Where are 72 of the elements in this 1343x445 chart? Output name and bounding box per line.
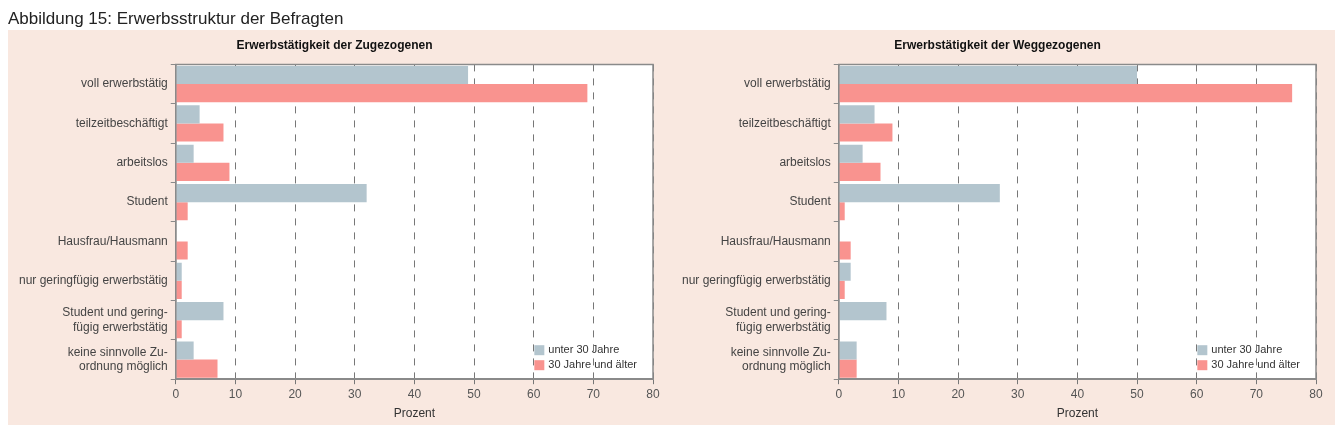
bar — [176, 144, 194, 163]
bar — [176, 184, 367, 203]
y-tick-label: Student und gering- fügig erwerbstätig — [62, 305, 168, 334]
bar — [839, 184, 1000, 203]
bar — [176, 341, 194, 360]
x-tick-label: 0 — [835, 386, 843, 401]
x-tick-label: 80 — [1309, 386, 1323, 401]
x-tick-label: 50 — [467, 386, 482, 401]
y-tick-label: Hausfrau/Hausmann — [57, 233, 168, 248]
y-tick-label: Student — [126, 194, 169, 209]
bar — [176, 320, 182, 339]
chart-title: Erwerbstätigkeit der Zugezogenen — [236, 37, 433, 52]
bar — [176, 359, 218, 378]
x-tick-label: 60 — [527, 386, 541, 401]
y-tick-label: arbeitslos — [779, 155, 831, 170]
bar — [176, 65, 469, 85]
x-tick-label: 50 — [1130, 386, 1145, 401]
y-tick-label: nur geringfügig erwerbstätig — [681, 273, 831, 288]
x-tick-label: 20 — [951, 386, 966, 401]
y-tick-label: Hausfrau/Hausmann — [720, 233, 831, 248]
x-tick-label: 0 — [172, 386, 180, 401]
y-tick-label: Student und gering- fügig erwerbstätig — [725, 305, 831, 334]
bar — [839, 105, 875, 124]
bar — [839, 162, 881, 181]
y-tick-label: keine sinnvolle Zu- ordnung möglich — [730, 344, 831, 374]
bar — [176, 302, 224, 321]
bar — [176, 262, 182, 281]
legend-label: unter 30 Jahre — [548, 343, 620, 356]
y-tick-label: teilzeitbeschäftigt — [738, 115, 832, 130]
legend-label: 30 Jahre und älter — [548, 358, 638, 371]
x-tick-label: 30 — [348, 386, 362, 401]
x-tick-label: 70 — [586, 386, 601, 401]
x-tick-label: 30 — [1011, 386, 1025, 401]
bar — [176, 105, 200, 124]
legend-label: 30 Jahre und älter — [1211, 358, 1301, 371]
x-axis-title: Prozent — [393, 406, 436, 421]
x-tick-label: 10 — [228, 386, 243, 401]
bar — [839, 84, 1293, 103]
y-tick-label: nur geringfügig erwerbstätig — [18, 273, 168, 288]
y-tick-label: teilzeitbeschäftigt — [75, 115, 169, 130]
y-tick-label: arbeitslos — [116, 155, 168, 170]
bar — [839, 202, 845, 221]
y-tick-label: Student — [789, 194, 832, 209]
x-tick-label: 40 — [1070, 386, 1085, 401]
bar — [839, 144, 863, 163]
bar — [839, 65, 1138, 85]
chart-title: Erwerbstätigkeit der Weggezogenen — [894, 37, 1101, 52]
x-tick-label: 80 — [646, 386, 660, 401]
bar — [176, 123, 224, 142]
bar — [839, 262, 851, 281]
bar — [839, 123, 893, 142]
text: Abbildung 15: Erwerbsstruktur der Befragten — [8, 8, 345, 30]
y-tick-label: keine sinnvolle Zu- ordnung möglich — [67, 344, 168, 374]
y-tick-label: voll erwerbstätig — [744, 76, 831, 91]
x-tick-label: 10 — [891, 386, 906, 401]
bar — [839, 359, 857, 378]
bar — [176, 162, 230, 181]
bar — [839, 341, 857, 360]
x-tick-label: 60 — [1190, 386, 1204, 401]
legend-label: unter 30 Jahre — [1211, 343, 1283, 356]
bar — [176, 280, 182, 299]
bar — [839, 280, 845, 299]
y-tick-label: voll erwerbstätig — [81, 76, 168, 91]
bar — [839, 302, 887, 321]
x-tick-label: 40 — [407, 386, 422, 401]
bar — [176, 241, 188, 260]
x-axis-title: Prozent — [1056, 406, 1099, 421]
bar — [176, 84, 588, 103]
x-tick-label: 70 — [1249, 386, 1264, 401]
bar — [839, 241, 851, 260]
bar — [176, 202, 188, 221]
x-tick-label: 20 — [288, 386, 303, 401]
